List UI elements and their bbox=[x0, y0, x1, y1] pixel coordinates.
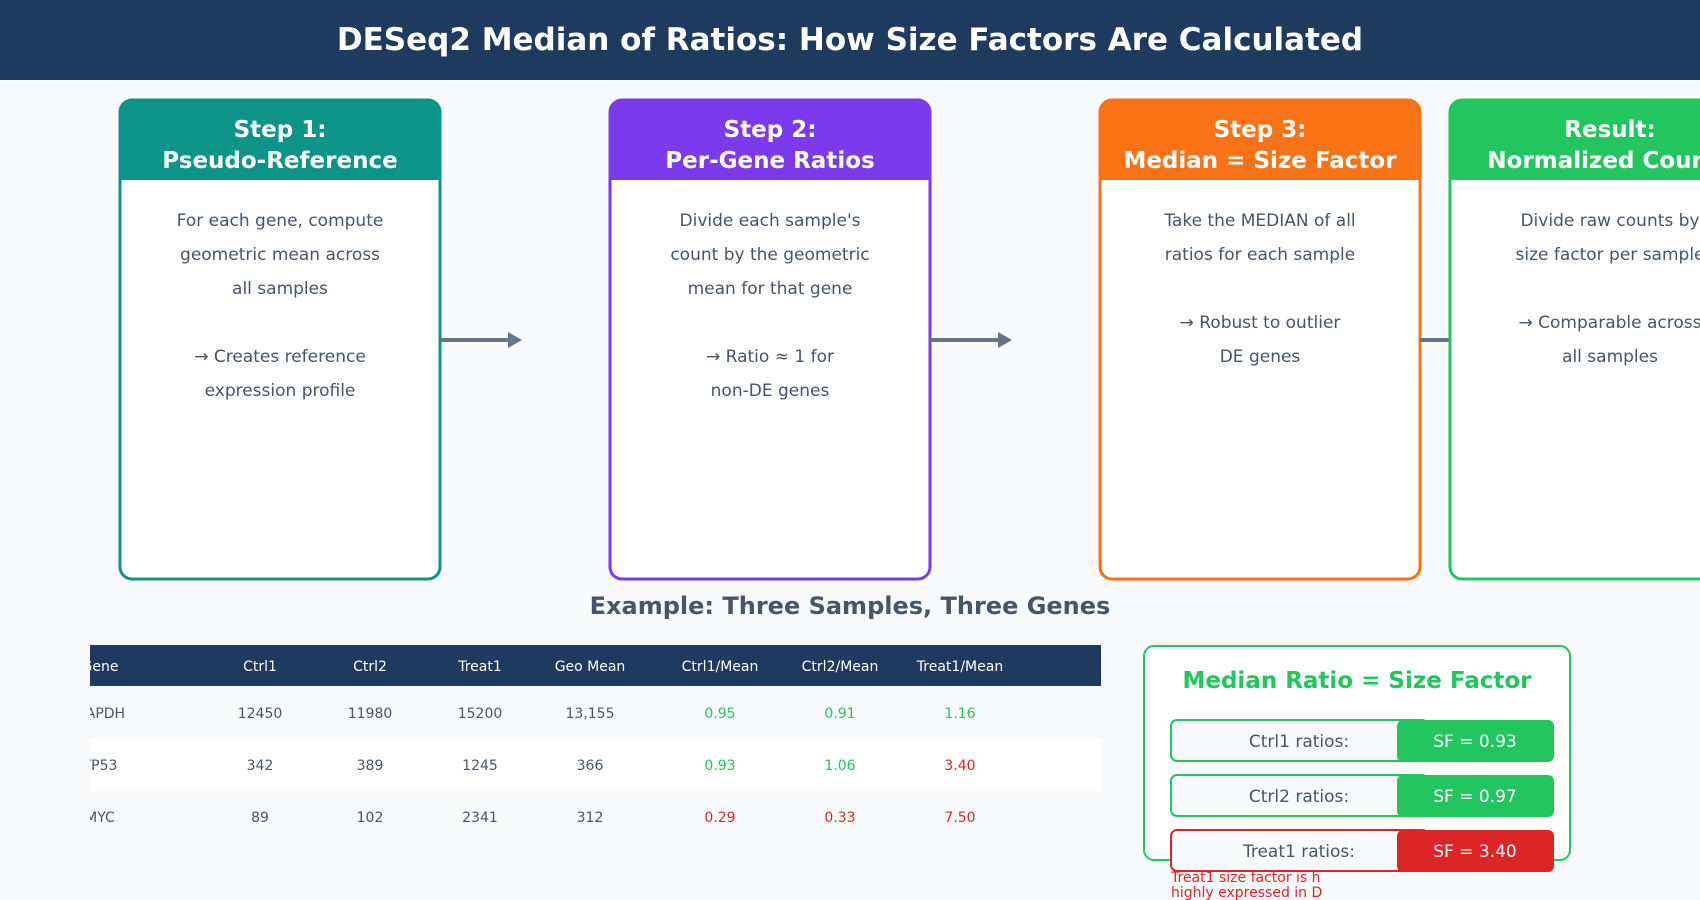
table-cell: 3.40 bbox=[944, 758, 975, 774]
sf-note: Treat1 size factor is h bbox=[1170, 870, 1321, 886]
title-bar bbox=[0, 0, 1700, 80]
table-cell: 89 bbox=[251, 810, 269, 826]
step-box-1: Step 1: Pseudo-Reference For each gene, co… bbox=[118, 98, 442, 581]
arrow-head-icon bbox=[998, 332, 1012, 348]
step-header bbox=[120, 100, 440, 180]
table-cell: 0.29 bbox=[704, 810, 735, 826]
sf-badge bbox=[1397, 775, 1554, 817]
step-title: Step 2: bbox=[724, 117, 817, 143]
sf-badge bbox=[1397, 720, 1554, 762]
table-row: TP53 342 389 1245 366 0.93 1.06 3.40 bbox=[82, 739, 1101, 791]
step-text: → Creates reference bbox=[194, 347, 366, 367]
table-cell: MYC bbox=[85, 810, 115, 826]
step-title: Step 1: bbox=[234, 117, 327, 143]
column-header: Ctrl1 bbox=[243, 659, 277, 675]
step-subtitle: Per-Gene Ratios bbox=[665, 148, 874, 174]
sf-label: Treat1 ratios: bbox=[1242, 842, 1355, 862]
column-header: Gene bbox=[82, 659, 119, 675]
column-header: Treat1 bbox=[457, 659, 502, 675]
table-cell: 1.06 bbox=[824, 758, 855, 774]
step-header bbox=[1450, 100, 1700, 180]
step-header bbox=[610, 100, 930, 180]
table-cell: 389 bbox=[357, 758, 384, 774]
step-subtitle: Pseudo-Reference bbox=[162, 148, 397, 174]
step-text: Divide each sample's bbox=[680, 211, 861, 231]
panel-title: Median Ratio = Size Factor bbox=[1182, 668, 1532, 694]
step-text: all samples bbox=[1562, 347, 1658, 367]
table-cell: 11980 bbox=[348, 706, 393, 722]
column-header: Geo Mean bbox=[555, 659, 626, 675]
table-cell: 102 bbox=[357, 810, 384, 826]
step-text: DE genes bbox=[1220, 347, 1301, 367]
step-text: size factor per sample bbox=[1515, 245, 1700, 265]
step-subtitle: Median = Size Factor bbox=[1123, 148, 1397, 174]
step-text: → Robust to outlier bbox=[1180, 313, 1341, 333]
sf-value: SF = 0.93 bbox=[1433, 732, 1516, 752]
step-text: → Ratio ≈ 1 for bbox=[706, 347, 834, 367]
size-factor-panel: Median Ratio = Size Factor Ctrl1 ratios: S… bbox=[1143, 645, 1571, 900]
sf-value: SF = 0.97 bbox=[1433, 787, 1516, 807]
table-row: GAPDH 12450 11980 15200 13,155 0.95 0.91 1.16 bbox=[75, 706, 976, 722]
step-text: mean for that gene bbox=[688, 279, 853, 299]
step-text: geometric mean across bbox=[180, 245, 380, 265]
column-header: Ctrl1/Mean bbox=[682, 659, 759, 675]
sf-label: Ctrl2 ratios: bbox=[1249, 787, 1349, 807]
table-cell: 13,155 bbox=[566, 706, 615, 722]
sf-row: Treat1 ratios: SF = 3.40 bbox=[1170, 829, 1554, 872]
sf-badge bbox=[1397, 830, 1554, 872]
table-cell: 312 bbox=[577, 810, 604, 826]
step-header bbox=[1100, 100, 1420, 180]
table-cell: 12450 bbox=[238, 706, 283, 722]
step-text: all samples bbox=[232, 279, 328, 299]
arrow-head-icon bbox=[508, 332, 522, 348]
table-cell: 342 bbox=[247, 758, 274, 774]
page-title: DESeq2 Median of Ratios: How Size Factor… bbox=[337, 22, 1363, 58]
table-cell: 7.50 bbox=[944, 810, 975, 826]
step-box-4: Result: Normalized Counts Divide raw count… bbox=[1448, 98, 1700, 581]
example-title: Example: Three Samples, Three Genes bbox=[590, 592, 1111, 620]
column-header: Ctrl2/Mean bbox=[802, 659, 879, 675]
step-text: count by the geometric bbox=[670, 245, 869, 265]
table-cell: 2341 bbox=[462, 810, 498, 826]
step-text: expression profile bbox=[205, 381, 356, 401]
step-text: For each gene, compute bbox=[177, 211, 384, 231]
sf-note: highly expressed in D bbox=[1171, 885, 1322, 900]
table-cell: 0.91 bbox=[824, 706, 855, 722]
step-box-3: Step 3: Median = Size Factor Take the MEDI… bbox=[1098, 98, 1422, 581]
table-cell: 0.95 bbox=[704, 706, 735, 722]
table-cell: 1.16 bbox=[944, 706, 975, 722]
sf-label: Ctrl1 ratios: bbox=[1249, 732, 1349, 752]
column-header: Ctrl2 bbox=[353, 659, 387, 675]
step-text: → Comparable across bbox=[1519, 313, 1700, 333]
step-text: ratios for each sample bbox=[1165, 245, 1355, 265]
table-cell: TP53 bbox=[82, 758, 118, 774]
table-cell: 15200 bbox=[458, 706, 503, 722]
step-box-2: Step 2: Per-Gene Ratios Divide each sample… bbox=[608, 98, 932, 581]
table-cell: 1245 bbox=[462, 758, 498, 774]
table-cell: 0.93 bbox=[704, 758, 735, 774]
step-text: non-DE genes bbox=[711, 381, 830, 401]
table-row: MYC 89 102 2341 312 0.29 0.33 7.50 bbox=[85, 810, 976, 826]
column-header: Treat1/Mean bbox=[916, 659, 1003, 675]
table-cell: GAPDH bbox=[75, 706, 125, 722]
sf-row: Ctrl2 ratios: SF = 0.97 bbox=[1170, 774, 1554, 817]
table-header bbox=[90, 645, 1101, 686]
sf-value: SF = 3.40 bbox=[1433, 842, 1516, 862]
sf-row: Ctrl1 ratios: SF = 0.93 bbox=[1170, 719, 1554, 762]
step-subtitle: Normalized Counts bbox=[1487, 148, 1700, 174]
step-text: Divide raw counts by bbox=[1520, 211, 1699, 231]
example-table: Gene Ctrl1 Ctrl2 Treat1 Geo Mean Ctrl1/Mean Ct… bbox=[75, 645, 1101, 826]
step-text: Take the MEDIAN of all bbox=[1163, 211, 1355, 231]
step-title: Result: bbox=[1564, 117, 1655, 143]
table-cell: 0.33 bbox=[824, 810, 855, 826]
step-title: Step 3: bbox=[1214, 117, 1307, 143]
table-cell: 366 bbox=[577, 758, 604, 774]
